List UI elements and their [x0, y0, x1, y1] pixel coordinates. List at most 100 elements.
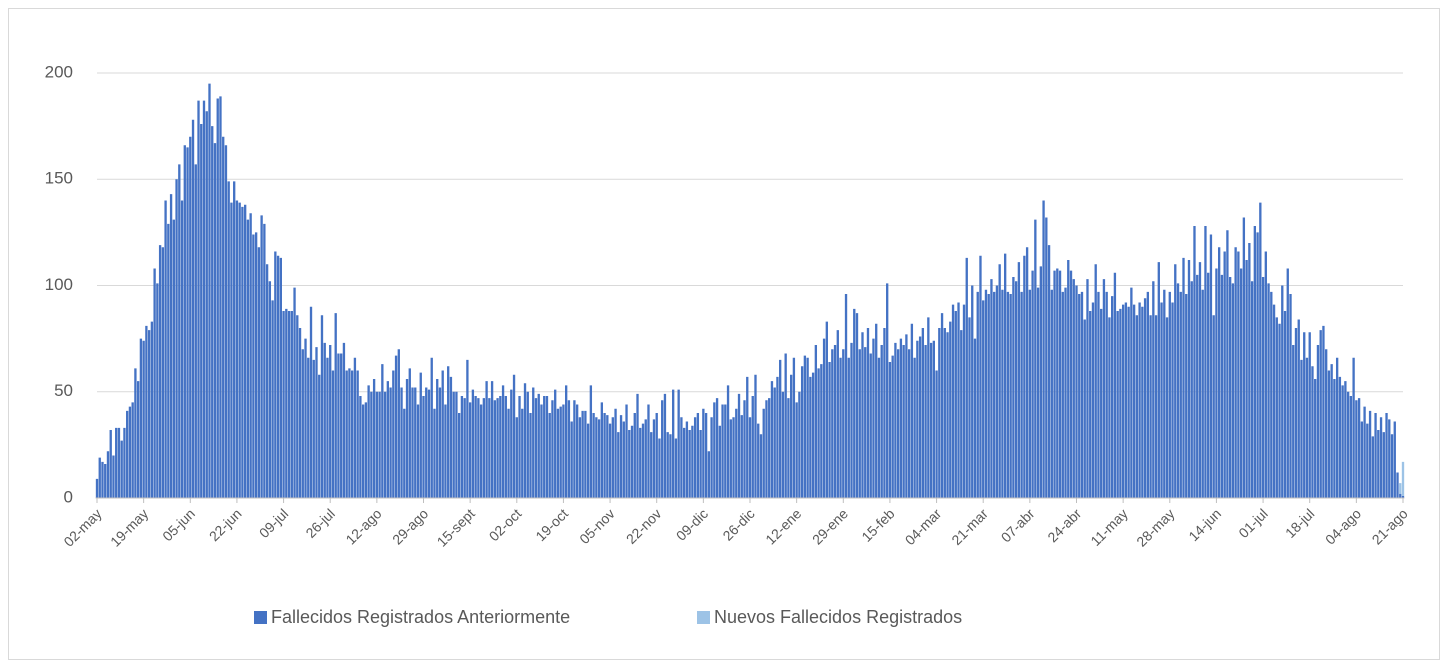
- bar: [1314, 379, 1317, 498]
- bar: [1003, 253, 1007, 498]
- bar: [1264, 251, 1267, 498]
- bar: [789, 374, 793, 498]
- bar: [1355, 400, 1358, 498]
- bar: [1346, 391, 1350, 498]
- bar: [639, 427, 642, 498]
- bar: [661, 400, 664, 498]
- bar: [422, 396, 425, 498]
- bar: [735, 408, 738, 498]
- bar: [666, 432, 669, 498]
- bar: [493, 400, 497, 498]
- bar: [189, 136, 192, 498]
- legend-swatch: [254, 611, 267, 624]
- bar: [386, 381, 389, 498]
- bar: [886, 283, 889, 498]
- bar: [1036, 287, 1040, 498]
- bar: [161, 247, 165, 498]
- bar: [743, 400, 746, 498]
- bar: [1308, 332, 1311, 498]
- bar: [792, 357, 796, 498]
- bar: [1250, 281, 1254, 498]
- bar: [1366, 423, 1369, 498]
- bar: [287, 311, 291, 498]
- bar: [847, 357, 850, 498]
- bar: [1047, 245, 1051, 498]
- bar: [902, 345, 905, 498]
- bar: [345, 370, 348, 498]
- bar: [935, 370, 938, 498]
- bar: [512, 374, 516, 498]
- bar: [101, 461, 104, 498]
- bar: [647, 404, 650, 498]
- bar: [383, 391, 387, 498]
- bar: [1322, 325, 1325, 498]
- bar: [1075, 285, 1078, 498]
- bar: [570, 421, 573, 498]
- bar: [1094, 264, 1097, 498]
- bar: [389, 387, 392, 498]
- bar: [271, 300, 274, 498]
- bar: [293, 287, 296, 498]
- bar: [1209, 234, 1213, 498]
- bar: [1031, 270, 1034, 498]
- bar: [691, 425, 694, 498]
- bar: [740, 415, 743, 498]
- bar: [186, 147, 189, 498]
- bar: [109, 430, 112, 498]
- bar: [573, 400, 576, 498]
- bar: [392, 370, 395, 498]
- bar: [1303, 332, 1306, 498]
- bar: [200, 124, 203, 498]
- bar: [669, 434, 672, 498]
- bar: [117, 427, 121, 498]
- bar: [1020, 291, 1023, 498]
- bar: [973, 338, 977, 498]
- bar: [949, 321, 952, 498]
- bar: [1053, 270, 1056, 498]
- bar: [523, 383, 527, 498]
- bar: [617, 432, 620, 498]
- bar: [1259, 202, 1262, 498]
- bar: [551, 400, 554, 498]
- bar: [405, 379, 409, 498]
- bar: [337, 353, 340, 498]
- bar: [1218, 247, 1221, 498]
- bar: [1061, 291, 1064, 498]
- bar: [479, 404, 483, 498]
- bar: [545, 396, 549, 498]
- bar: [652, 419, 656, 498]
- bar: [880, 345, 883, 498]
- bar: [145, 325, 148, 498]
- bar: [249, 213, 252, 498]
- bar: [414, 387, 417, 498]
- bar: [304, 338, 307, 498]
- bar: [866, 328, 870, 498]
- bar: [1083, 319, 1086, 498]
- bar: [1034, 219, 1037, 498]
- bar: [331, 370, 335, 498]
- bar: [191, 119, 195, 498]
- bar: [1341, 385, 1344, 498]
- bar: [1319, 330, 1322, 498]
- bar: [246, 219, 250, 498]
- bar: [183, 145, 186, 498]
- y-tick-label: 0: [64, 487, 73, 506]
- bar: [693, 417, 697, 498]
- bar: [1017, 262, 1021, 498]
- bar: [603, 413, 606, 498]
- bar: [488, 398, 491, 498]
- bar: [274, 251, 277, 498]
- bar: [1360, 421, 1364, 498]
- bar: [167, 223, 170, 498]
- bar: [1072, 279, 1075, 498]
- bar: [806, 357, 809, 498]
- bar: [663, 393, 667, 498]
- bar: [891, 355, 894, 498]
- bar: [924, 345, 927, 498]
- bar: [243, 204, 247, 498]
- bar: [1300, 359, 1303, 498]
- bar: [578, 417, 582, 498]
- bar: [597, 419, 601, 498]
- bar: [126, 410, 129, 498]
- bar: [932, 340, 935, 498]
